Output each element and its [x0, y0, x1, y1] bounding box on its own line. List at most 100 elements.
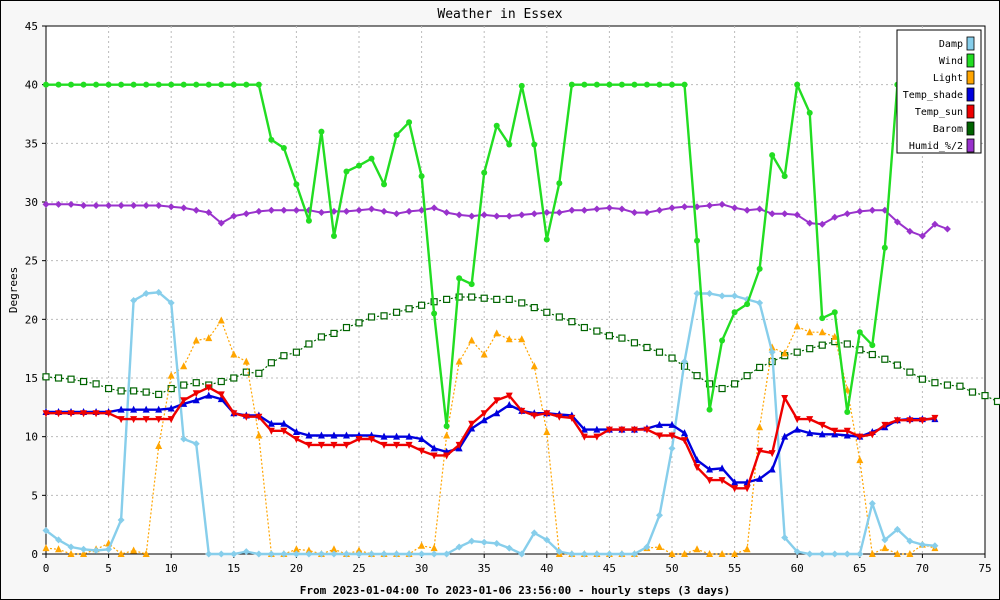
data-point — [643, 81, 650, 88]
data-point — [730, 380, 739, 388]
data-point — [818, 421, 826, 429]
data-point — [655, 511, 663, 519]
data-point — [731, 204, 739, 212]
data-point — [142, 416, 150, 424]
data-point — [130, 297, 138, 305]
data-point — [355, 436, 363, 444]
data-point — [267, 206, 275, 214]
data-point — [167, 299, 175, 307]
data-point — [568, 414, 576, 422]
data-point — [292, 206, 300, 214]
data-point — [806, 328, 814, 336]
data-point — [230, 350, 238, 358]
data-point — [217, 316, 225, 324]
data-point — [719, 337, 726, 344]
data-point — [543, 536, 551, 544]
data-point — [593, 433, 601, 441]
data-point — [718, 477, 726, 485]
data-point — [167, 416, 175, 424]
data-point — [305, 550, 313, 558]
data-point — [293, 181, 300, 188]
data-point — [743, 372, 751, 380]
data-point — [42, 200, 50, 208]
data-point — [430, 204, 438, 212]
legend: Damp Wind Light Temp_shade Temp_sun Barom Humi… — [896, 29, 982, 154]
data-point — [342, 207, 350, 215]
data-point — [918, 232, 926, 240]
x-tick-label: 55 — [728, 562, 741, 575]
data-point — [168, 81, 175, 88]
data-point — [180, 397, 188, 405]
data-point — [618, 426, 626, 434]
data-point — [781, 173, 788, 180]
data-point — [556, 180, 563, 187]
data-point — [418, 550, 426, 558]
data-point — [330, 545, 338, 553]
data-point — [392, 308, 401, 316]
data-point — [668, 204, 676, 212]
data-point — [893, 417, 901, 425]
data-point — [881, 536, 889, 544]
data-point — [192, 440, 200, 448]
data-point — [818, 328, 826, 336]
data-point — [193, 81, 200, 88]
data-point — [54, 374, 63, 382]
data-point — [819, 315, 826, 322]
data-point — [192, 390, 200, 398]
data-point — [79, 377, 88, 386]
y-tick-label: 10 — [25, 431, 38, 444]
data-point — [80, 550, 88, 557]
data-point — [330, 233, 337, 240]
data-point — [430, 544, 438, 552]
data-point — [43, 81, 49, 88]
series-line — [46, 386, 936, 490]
y-tick-label: 15 — [25, 372, 38, 385]
x-tick-label: 35 — [478, 562, 491, 575]
data-point — [856, 433, 864, 441]
data-point — [330, 441, 338, 449]
data-point — [130, 202, 138, 210]
data-point — [881, 421, 889, 429]
data-point — [380, 441, 388, 449]
data-point — [217, 550, 225, 558]
y-tick-label: 45 — [25, 20, 38, 33]
data-point — [718, 200, 726, 208]
data-point — [105, 202, 113, 210]
data-point — [593, 205, 601, 213]
data-point — [105, 81, 112, 88]
data-point — [280, 352, 288, 360]
legend-label: Barom — [933, 124, 963, 135]
data-point — [518, 299, 526, 307]
data-point — [555, 413, 563, 421]
data-point — [593, 327, 601, 335]
data-point — [768, 465, 776, 473]
data-point — [317, 431, 325, 439]
y-tick-label: 20 — [25, 313, 38, 326]
data-point — [505, 295, 513, 303]
data-point — [543, 308, 551, 316]
data-point — [555, 548, 563, 556]
data-point — [468, 212, 476, 220]
data-point — [843, 210, 851, 218]
data-point — [405, 305, 413, 313]
data-point — [731, 478, 739, 486]
data-point — [317, 550, 325, 558]
data-point — [142, 550, 150, 557]
data-point — [105, 410, 113, 418]
data-point — [92, 380, 100, 388]
data-point — [781, 349, 789, 357]
data-point — [280, 419, 288, 427]
data-point — [67, 550, 75, 557]
data-point — [418, 541, 426, 549]
data-point — [455, 543, 463, 551]
data-point — [368, 205, 376, 213]
data-point — [155, 416, 163, 424]
data-point — [630, 550, 638, 558]
data-point — [218, 81, 225, 88]
data-point — [743, 545, 751, 553]
data-point — [968, 388, 977, 396]
data-point — [268, 136, 275, 143]
data-point — [580, 206, 588, 214]
legend-label: Temp_sun — [915, 107, 963, 118]
